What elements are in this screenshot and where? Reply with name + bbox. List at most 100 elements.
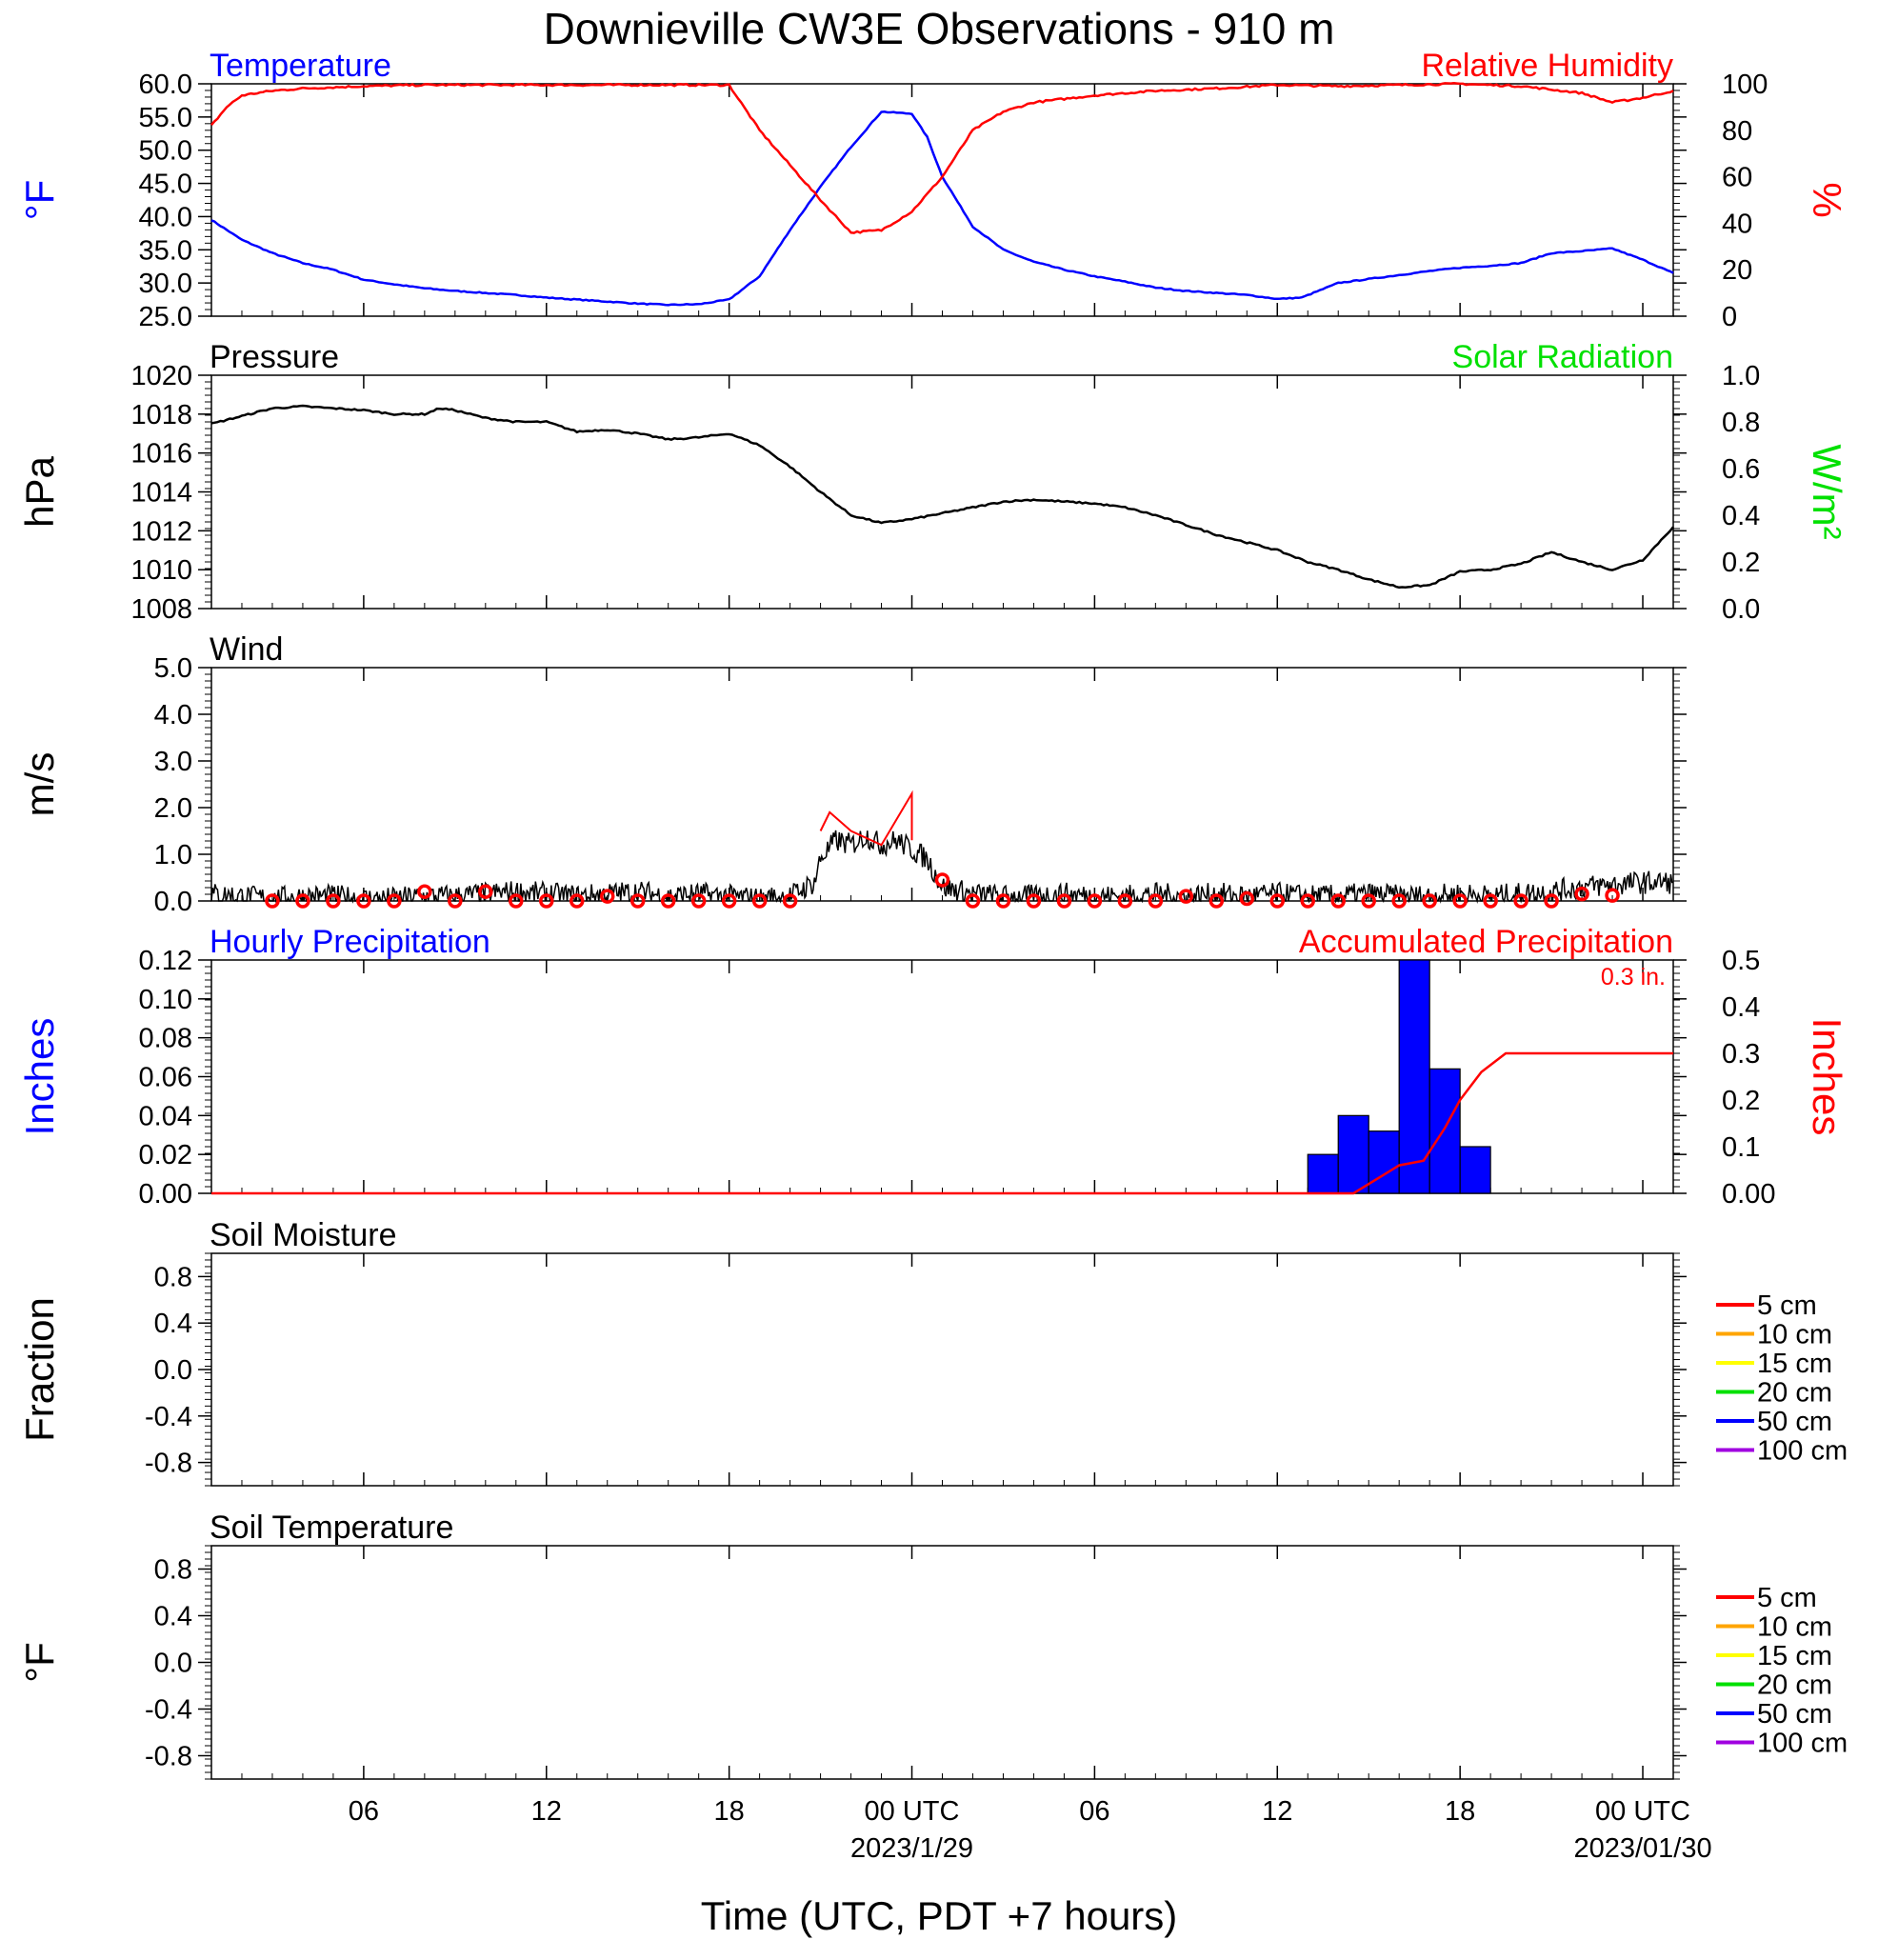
panel-temp-rh: 60.055.050.045.040.035.030.025.0 100 80 60 4… <box>17 48 1849 332</box>
gust-marker <box>1513 893 1528 909</box>
y-tick-label: 0.10 <box>139 985 192 1015</box>
panel-wind: 5.0 4.0 3.0 2.0 1.0 0.0 Wind m/s <box>17 631 1687 917</box>
panel-title-left: Soil Moisture <box>210 1217 397 1253</box>
gust-marker <box>1300 893 1315 909</box>
gust-marker <box>356 893 371 909</box>
gust-marker <box>1239 890 1255 907</box>
precip-bar <box>1459 1146 1491 1194</box>
gust-marker <box>1178 889 1194 904</box>
y-right-tick-label: 0.2 <box>1722 1086 1760 1116</box>
legend-label: 10 cm <box>1757 1320 1832 1350</box>
precip-bar <box>1428 1068 1461 1194</box>
y-right-tick-label: 80 <box>1722 116 1752 147</box>
gust-marker <box>417 884 432 899</box>
y-tick-label: 60.0 <box>139 70 192 100</box>
gust-marker <box>1544 893 1559 909</box>
precip-bar <box>1398 959 1430 1194</box>
gust-marker <box>1056 893 1072 909</box>
y-tick-label: -0.8 <box>145 1449 192 1479</box>
y-axis-title: Fraction <box>17 1297 62 1442</box>
y-tick-label: 1014 <box>130 478 192 509</box>
y-right-tick-label: 0.2 <box>1722 548 1760 578</box>
gust-marker <box>539 893 554 909</box>
gust-marker <box>721 893 737 909</box>
precip-bar <box>1337 1114 1369 1194</box>
series-pressure <box>210 404 1674 590</box>
gust-marker <box>509 893 524 909</box>
y-tick-label: 25.0 <box>139 302 192 332</box>
legend-label: 100 cm <box>1757 1729 1848 1759</box>
panel-title-left: Hourly Precipitation <box>210 924 490 960</box>
y-tick-label: 2.0 <box>154 793 192 824</box>
gust-marker <box>1087 893 1103 909</box>
legend-label: 5 cm <box>1757 1290 1817 1321</box>
gust-marker <box>265 893 280 909</box>
panel-precip: 0.12 0.10 0.08 0.06 0.04 0.02 0.00 0.5 0.4 0.3 0.2… <box>17 924 1849 1210</box>
y-tick-label: 1016 <box>130 439 192 470</box>
x-tick-label: 12 <box>531 1796 562 1827</box>
y-tick-label: 0.08 <box>139 1024 192 1054</box>
y-right-tick-label: 0.5 <box>1722 946 1760 976</box>
y-right-tick-label: 1.0 <box>1722 361 1760 391</box>
y-axis-title: °F <box>17 1642 62 1682</box>
y-tick-label: 1010 <box>130 555 192 586</box>
y-tick-label: 3.0 <box>154 747 192 777</box>
y-right-tick-label: 0.3 <box>1722 1039 1760 1070</box>
gust-marker <box>629 893 646 909</box>
legend-label: 5 cm <box>1757 1583 1817 1613</box>
y-axis-title: °F <box>17 180 62 220</box>
y-right-tick-label: 40 <box>1722 209 1752 239</box>
gust-marker <box>1361 893 1376 909</box>
x-date-label: 2023/01/30 <box>1573 1833 1711 1864</box>
y-tick-label: 0.04 <box>139 1101 192 1131</box>
legend-label: 10 cm <box>1757 1612 1832 1643</box>
y-right-tick-label: 0.6 <box>1722 454 1760 485</box>
series-temperature <box>210 110 1674 307</box>
y-tick-label: 0.0 <box>154 1649 192 1679</box>
gust-marker <box>1330 893 1346 909</box>
panel-title-left: Soil Temperature <box>210 1510 453 1546</box>
x-tick-label: 00 UTC <box>1595 1796 1690 1827</box>
y-right-tick-label: 0.00 <box>1722 1179 1775 1210</box>
y-tick-label: 1008 <box>130 594 192 625</box>
x-date-label: 2023/1/29 <box>850 1833 973 1864</box>
y-tick-label: 0.0 <box>154 887 192 917</box>
panel-title-left: Wind <box>210 631 283 668</box>
y-tick-label: 0.8 <box>154 1262 192 1292</box>
x-tick-label: 18 <box>1445 1796 1475 1827</box>
y-right-axis-title: W/m² <box>1805 444 1849 539</box>
y-tick-label: 40.0 <box>139 202 192 232</box>
legend-label: 20 cm <box>1757 1670 1832 1701</box>
gust-marker <box>934 872 950 888</box>
x-tick-label: 18 <box>714 1796 745 1827</box>
y-tick-label: -0.8 <box>145 1742 192 1772</box>
x-tick-label: 06 <box>349 1796 379 1827</box>
legend-label: 100 cm <box>1757 1436 1848 1467</box>
panel-pressure-solar: 1020 1018 1016 1014 1012 1010 1008 1.0 0.8 0.6 0.4… <box>17 339 1849 625</box>
y-right-tick-label: 0 <box>1722 302 1737 332</box>
gust-marker <box>660 893 676 909</box>
y-tick-label: 45.0 <box>139 170 192 200</box>
accumulated-precip-line <box>211 1051 1673 1195</box>
accumulated-total-label: 0.3 in. <box>1601 964 1666 990</box>
gust-marker <box>1269 893 1286 909</box>
x-tick-label: 06 <box>1079 1796 1109 1827</box>
gust-marker <box>1574 886 1589 902</box>
x-tick-label: 00 UTC <box>865 1796 960 1827</box>
panel-soil-moisture: 0.8 0.4 0.0 -0.4 -0.8 Soil Moisture Fraction 5 … <box>17 1217 1848 1487</box>
gust-marker <box>478 884 493 899</box>
gust-marker <box>1117 893 1133 909</box>
y-tick-label: 0.4 <box>154 1309 192 1339</box>
y-right-axis-title: Inches <box>1805 1018 1849 1136</box>
series-relative-humidity <box>210 82 1674 234</box>
gust-marker <box>387 893 402 909</box>
gust-marker <box>295 893 310 909</box>
gust-marker <box>995 893 1011 909</box>
y-tick-label: 5.0 <box>154 653 192 684</box>
y-tick-label: 0.06 <box>139 1063 192 1093</box>
y-tick-label: 1020 <box>130 361 192 391</box>
y-tick-label: 50.0 <box>139 136 192 167</box>
panels: 60.055.050.045.040.035.030.025.010080604… <box>17 48 1849 1780</box>
